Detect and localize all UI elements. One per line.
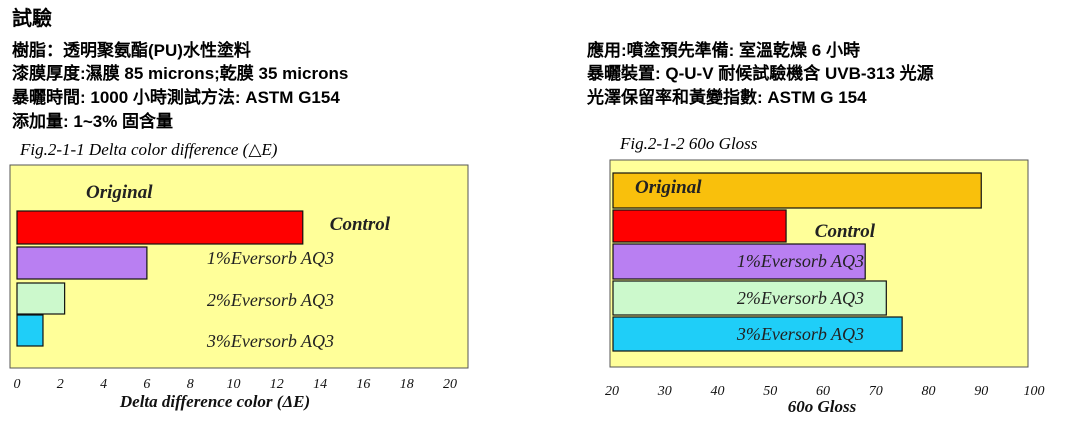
- info-right-line-3: 光澤保留率和黃變指數: ASTM G 154: [587, 88, 867, 107]
- chart2-bar-label-4: 2%Eversorb AQ3: [737, 288, 864, 308]
- info-left-line-4: 添加量: 1~3% 固含量: [12, 112, 174, 131]
- chart1-x-tick-10: 10: [227, 377, 241, 392]
- chart1-x-tick-0: 0: [14, 377, 21, 392]
- chart1-x-tick-8: 8: [187, 377, 194, 392]
- chart2-title: Fig.2-1-2 60o Gloss: [620, 134, 758, 153]
- chart2-x-axis-label: 60o Gloss: [788, 397, 857, 416]
- chart1-x-tick-6: 6: [143, 377, 150, 392]
- info-right-line-1: 應用:噴塗預先準備: 室溫乾燥 6 小時: [587, 41, 860, 60]
- chart1-x-tick-14: 14: [313, 377, 327, 392]
- chart2-bar-3: [612, 243, 866, 280]
- chart2-bar-1: [612, 172, 982, 209]
- chart2-bar-4: [612, 280, 887, 316]
- chart2-x-tick-70: 70: [869, 384, 883, 399]
- chart2-x-tick-80: 80: [922, 384, 936, 399]
- info-left-line-1: 樹脂：透明聚氨酯(PU)水性塗料: [12, 41, 251, 60]
- chart1-bar-3: [16, 246, 148, 280]
- chart2-bar-label-2: Control: [815, 221, 876, 242]
- info-right-line-2: 暴曬裝置: Q-U-V 耐候試驗機含 UVB-313 光源: [587, 64, 934, 83]
- chart1-x-tick-20: 20: [443, 377, 457, 392]
- chart1-title: Fig.2-1-1 Delta color difference (△E): [20, 140, 278, 159]
- chart2-x-tick-100: 100: [1024, 384, 1045, 399]
- chart2-bar-label-1: Original: [635, 177, 702, 198]
- chart2: Original Control 1%Eversorb AQ3 2%Eversorb …: [605, 159, 1045, 416]
- chart1: Original Control 1%Eversorb AQ3 2%Eversorb …: [9, 164, 469, 411]
- chart1-bar-label-4: 2%Eversorb AQ3: [207, 290, 334, 310]
- chart2-bar-label-5: 3%Eversorb AQ3: [736, 324, 864, 344]
- chart1-bar-5: [16, 314, 44, 347]
- chart2-x-tick-20: 20: [605, 384, 619, 399]
- chart1-bar-label-3: 1%Eversorb AQ3: [207, 248, 334, 268]
- chart1-x-tick-2: 2: [57, 377, 64, 392]
- chart1-x-tick-4: 4: [100, 377, 107, 392]
- chart2-x-tick-90: 90: [974, 384, 988, 399]
- chart1-bar-label-1: Original: [86, 182, 153, 203]
- page-heading: 試驗: [12, 8, 52, 30]
- chart2-bar-label-3: 1%Eversorb AQ3: [737, 251, 864, 271]
- chart1-x-axis-label: Delta difference color (ΔE): [119, 392, 310, 411]
- chart2-bar-5: [612, 316, 903, 352]
- chart1-bar-label-2: Control: [330, 214, 391, 235]
- chart1-x-tick-18: 18: [400, 377, 414, 392]
- chart1-bar-2: [16, 210, 304, 245]
- chart2-x-tick-50: 50: [763, 384, 777, 399]
- chart1-x-tick-16: 16: [356, 377, 370, 392]
- info-left-line-2: 漆膜厚度:濕膜 85 microns;乾膜 35 microns: [12, 64, 349, 83]
- chart2-x-tick-40: 40: [711, 384, 725, 399]
- chart1-bar-label-5: 3%Eversorb AQ3: [206, 331, 334, 351]
- chart2-bar-2: [612, 209, 787, 243]
- chart1-x-tick-12: 12: [270, 377, 284, 392]
- chart1-bar-4: [16, 282, 66, 315]
- info-left-line-3: 暴曬時間: 1000 小時測試方法: ASTM G154: [12, 88, 340, 107]
- chart2-x-tick-30: 30: [657, 384, 672, 399]
- chart2-x-tick-60: 60: [816, 384, 830, 399]
